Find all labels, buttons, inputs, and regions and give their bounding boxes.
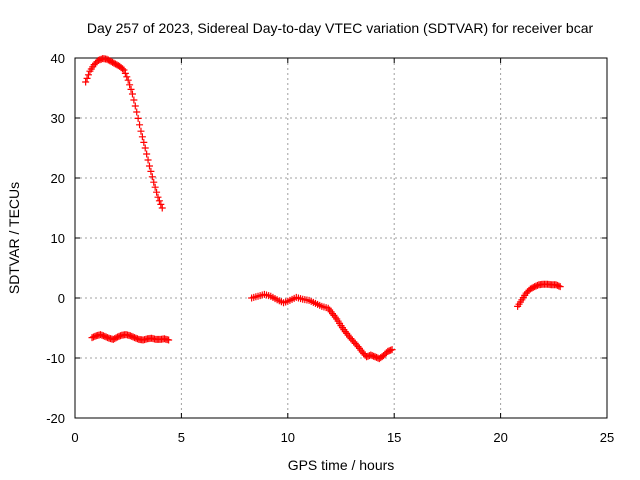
series-segment-2 <box>88 331 173 344</box>
data-point <box>144 156 152 164</box>
data-point <box>140 138 148 146</box>
y-tick-label: 40 <box>51 51 65 66</box>
data-point <box>137 127 145 135</box>
x-tick-label: 10 <box>281 430 295 445</box>
data-point <box>131 102 139 110</box>
data-point <box>124 76 132 84</box>
data-point <box>157 200 165 208</box>
data-point <box>127 85 135 93</box>
data-point <box>130 96 138 104</box>
data-point <box>388 346 396 354</box>
x-tick-label: 25 <box>600 430 614 445</box>
data-point <box>82 78 90 86</box>
grid-layer <box>75 58 607 418</box>
data-point <box>120 66 128 74</box>
data-point <box>123 73 131 81</box>
data-point <box>126 81 134 89</box>
x-tick-label: 15 <box>387 430 401 445</box>
chart-title: Day 257 of 2023, Sidereal Day-to-day VTE… <box>87 20 594 36</box>
data-point <box>128 90 136 98</box>
data-point <box>155 197 163 205</box>
y-tick-label: 20 <box>51 171 65 186</box>
series-segment-1 <box>82 55 166 212</box>
data-point <box>119 65 127 73</box>
series-segment-4 <box>514 280 564 310</box>
data-point <box>121 69 129 77</box>
y-tick-label: 0 <box>58 291 65 306</box>
x-tick-label: 5 <box>178 430 185 445</box>
x-tick-label: 0 <box>71 430 78 445</box>
data-point <box>143 150 151 158</box>
y-tick-label: 30 <box>51 111 65 126</box>
x-axis-label: GPS time / hours <box>288 457 395 473</box>
data-point <box>148 173 156 181</box>
data-point <box>145 162 153 170</box>
y-tick-label: -10 <box>46 351 65 366</box>
y-tick-label: -20 <box>46 411 65 426</box>
data-point <box>154 193 162 201</box>
data-point <box>158 204 166 212</box>
data-point <box>83 74 91 82</box>
data-point <box>147 167 155 175</box>
data-point <box>165 336 173 344</box>
data-point <box>84 71 92 79</box>
data-point <box>153 188 161 196</box>
data-point <box>151 183 159 191</box>
tick-layer: 0 5 10 15 20 25 -20 -10 0 10 20 30 40 <box>46 51 614 445</box>
data-point <box>134 114 142 122</box>
data-point <box>150 178 158 186</box>
y-axis-label: SDTVAR / TECUs <box>6 182 22 294</box>
data-point <box>138 133 146 141</box>
series-segment-3 <box>248 290 396 363</box>
data-point <box>133 108 141 116</box>
data-layer <box>82 55 564 363</box>
y-tick-label: 10 <box>51 231 65 246</box>
data-point <box>141 144 149 152</box>
data-point <box>136 121 144 129</box>
x-tick-label: 20 <box>493 430 507 445</box>
data-point <box>556 283 564 291</box>
